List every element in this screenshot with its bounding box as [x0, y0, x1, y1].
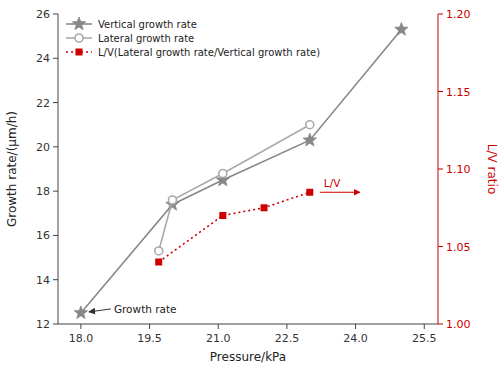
y2-tick-label: 1.20 [446, 8, 471, 21]
series-line [159, 125, 310, 251]
x-tick [80, 324, 81, 329]
y2-tick-label: 1.05 [446, 241, 471, 254]
annotation: Growth rate [114, 303, 177, 315]
y-tick [53, 191, 58, 192]
point [168, 196, 176, 204]
chart: 18.0 19.5 21.0 22.5 24.0 25.5 12 14 16 18 20 22 24 26… [0, 0, 500, 370]
x-tick [286, 324, 287, 329]
y-tick-label: 14 [36, 274, 50, 287]
x-axis-line [58, 324, 438, 325]
plot-area [74, 23, 408, 319]
legend: Vertical growth rate Lateral growth rate L… [66, 17, 320, 58]
y-tick [53, 102, 58, 103]
y2-tick-label: 1.15 [446, 86, 471, 99]
axes: 18.0 19.5 21.0 22.5 24.0 25.5 12 14 16 18 20 22 24 26… [5, 8, 499, 364]
x-tick [424, 324, 425, 329]
series [155, 189, 313, 266]
y-tick [53, 324, 58, 325]
point [74, 306, 87, 319]
y-tick-label: 18 [36, 185, 50, 198]
y-tick-label: 22 [36, 97, 50, 110]
y2-axis-label: L/V ratio [485, 144, 499, 194]
point [261, 204, 268, 211]
y2-tick [438, 169, 443, 170]
y-tick-label: 16 [36, 229, 50, 242]
y-tick-label: 24 [36, 52, 50, 65]
series-line [81, 30, 401, 313]
x-tick-label: 18.0 [69, 332, 94, 345]
annotations: Growth rate L/V [89, 177, 360, 315]
y-tick [53, 14, 58, 15]
y-axis-label: Growth rate/(μm/h) [5, 111, 19, 227]
annotation-arrow [320, 192, 360, 193]
legend-marker [76, 49, 83, 56]
series [155, 121, 314, 255]
point [219, 169, 227, 177]
x-axis-label: Pressure/kPa [210, 350, 286, 364]
point [306, 121, 314, 129]
annotation: L/V [324, 177, 341, 189]
point [395, 23, 408, 36]
legend-marker [75, 34, 83, 42]
legend-label: Vertical growth rate [98, 19, 197, 30]
x-tick-label: 25.5 [412, 332, 437, 345]
y2-tick [438, 91, 443, 92]
point [155, 247, 163, 255]
point [306, 189, 313, 196]
x-tick-label: 21.0 [206, 332, 231, 345]
point [155, 259, 162, 266]
y-tick [53, 279, 58, 280]
y-tick [53, 58, 58, 59]
point [303, 133, 316, 146]
y2-tick [438, 246, 443, 247]
y-tick-label: 12 [36, 318, 50, 331]
point [219, 212, 226, 219]
y-tick-label: 20 [36, 141, 50, 154]
y2-tick [438, 14, 443, 15]
series-line [159, 192, 310, 262]
y2-tick-label: 1.00 [446, 318, 471, 331]
x-tick-label: 24.0 [343, 332, 368, 345]
x-tick-label: 19.5 [137, 332, 162, 345]
x-tick [218, 324, 219, 329]
series [74, 23, 408, 319]
legend-marker [72, 17, 85, 30]
x-tick-label: 22.5 [275, 332, 300, 345]
y-axis-line [58, 14, 59, 324]
y2-tick-label: 1.10 [446, 163, 471, 176]
y-tick [53, 146, 58, 147]
x-tick [355, 324, 356, 329]
y2-tick [438, 324, 443, 325]
legend-label: Lateral growth rate [98, 33, 194, 44]
legend-label: L/V(Lateral growth rate/Vertical growth … [98, 47, 320, 58]
y-tick-label: 26 [36, 8, 50, 21]
y-tick [53, 235, 58, 236]
x-tick [149, 324, 150, 329]
annotation-arrow [89, 309, 111, 312]
